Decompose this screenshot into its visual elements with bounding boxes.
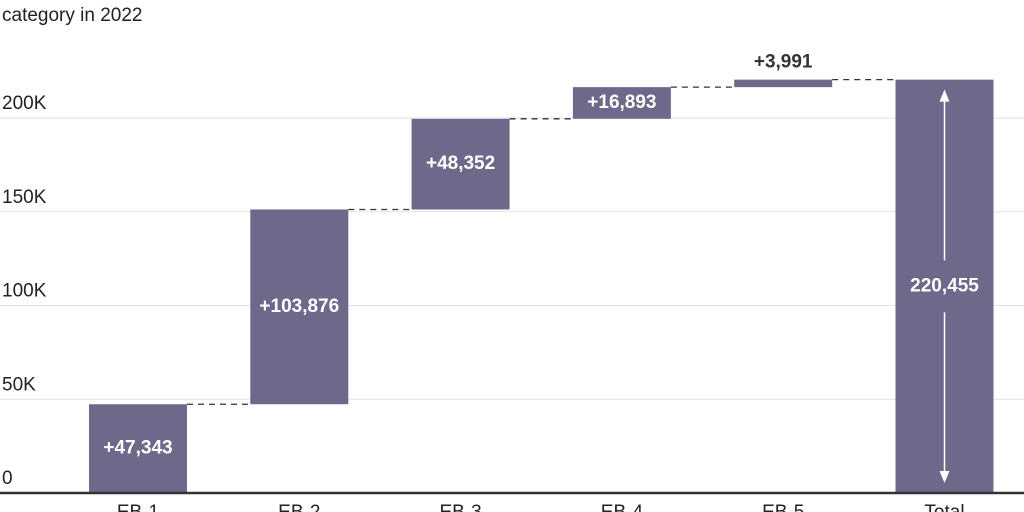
arrow-head [939, 89, 950, 102]
bar [89, 404, 187, 493]
bar [411, 118, 510, 210]
bar [572, 87, 671, 119]
x-tick-label: EB-4 [601, 502, 644, 512]
y-tick-label: 200K [2, 93, 47, 114]
y-tick-label: 0 [2, 468, 13, 489]
value-label: +3,991 [754, 52, 813, 73]
value-label: +47,343 [103, 438, 172, 459]
y-tick-label: 100K [2, 281, 47, 302]
value-label: +48,352 [426, 153, 495, 174]
total-value-label: 220,455 [910, 275, 979, 296]
value-label: +16,893 [587, 92, 656, 113]
chart-subtitle: category in 2022 [2, 5, 143, 26]
bar [734, 79, 833, 88]
x-tick-label: EB-5 [762, 502, 804, 512]
x-tick-label: EB-1 [117, 502, 159, 512]
y-tick-label: 150K [2, 187, 47, 208]
arrow-head [939, 471, 950, 483]
y-tick-label: 50K [2, 374, 36, 395]
x-tick-label: Total [924, 502, 964, 512]
x-tick-label: EB-3 [439, 502, 481, 512]
bar [250, 209, 349, 405]
x-tick-label: EB-2 [278, 502, 320, 512]
value-label: +103,876 [259, 296, 339, 317]
